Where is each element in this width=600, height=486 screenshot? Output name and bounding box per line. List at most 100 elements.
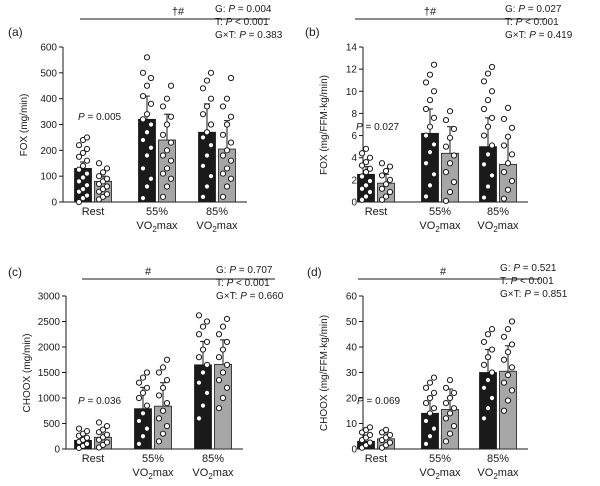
data-point: [203, 389, 211, 396]
data-point: [426, 149, 434, 156]
data-point: [223, 95, 231, 102]
data-point: [143, 425, 151, 432]
data-point: [442, 197, 450, 204]
data-point: [480, 415, 488, 422]
data-point: [163, 400, 171, 407]
data-point: [426, 433, 434, 440]
data-point: [442, 400, 450, 407]
data-point: [422, 417, 430, 425]
data-point: [203, 338, 211, 345]
data-point: [223, 361, 231, 368]
y-tick-label: 10: [346, 87, 358, 98]
data-point: [103, 175, 111, 182]
data-point: [446, 410, 454, 417]
data-point: [430, 61, 438, 68]
y-tick-label: 400: [40, 94, 57, 105]
data-point: [450, 389, 458, 396]
data-point: [430, 374, 438, 381]
data-point: [480, 194, 488, 201]
category-sublabel: VO2max: [477, 220, 519, 234]
data-point: [366, 154, 374, 161]
data-point: [139, 69, 147, 76]
y-tick-label: 2500: [38, 317, 61, 328]
data-point: [426, 123, 434, 130]
data-point: [95, 160, 103, 167]
category-label: Rest: [365, 453, 388, 465]
data-point: [99, 426, 107, 433]
category-sublabel: VO2max: [136, 220, 178, 234]
data-point: [430, 141, 438, 148]
data-point: [83, 192, 91, 199]
category-sublabel: VO2max: [196, 220, 238, 234]
data-point: [83, 157, 91, 164]
data-point: [430, 171, 438, 178]
data-point: [508, 318, 516, 325]
data-point: [426, 182, 434, 189]
data-point: [422, 440, 430, 447]
data-point: [480, 132, 488, 139]
y-axis-label: FOX (mg/min): [19, 94, 30, 157]
data-point: [83, 440, 91, 447]
data-point: [207, 69, 215, 76]
data-point: [103, 191, 111, 198]
data-point: [163, 147, 171, 154]
data-point: [135, 417, 143, 425]
y-tick-label: 500: [40, 68, 57, 79]
panel-label: (a): [8, 25, 23, 39]
data-point: [358, 150, 366, 157]
data-point: [207, 173, 215, 180]
data-point: [139, 410, 147, 417]
data-point: [442, 143, 450, 150]
data-point: [227, 139, 235, 146]
data-point: [484, 70, 492, 77]
data-point: [199, 111, 207, 118]
stat-text: T: P < 0.001: [500, 276, 554, 287]
stat-text: G×T: P = 0.851: [500, 289, 568, 300]
data-point: [155, 392, 163, 399]
category-label: Rest: [365, 206, 388, 218]
data-point: [378, 172, 386, 179]
data-point: [422, 160, 430, 167]
data-point: [422, 132, 430, 139]
data-point: [139, 374, 147, 381]
data-point: [95, 419, 103, 426]
data-point: [500, 333, 508, 340]
data-point: [382, 181, 390, 188]
y-axis-label: CHOOX (mg/FFM·kg/min): [319, 315, 330, 431]
data-point: [163, 183, 171, 190]
data-point: [386, 431, 394, 439]
y-tick-label: 2000: [38, 343, 61, 354]
data-point: [508, 387, 516, 394]
data-point: [504, 397, 512, 404]
data-point: [83, 134, 91, 141]
data-point: [504, 104, 512, 111]
data-point: [203, 318, 211, 325]
y-tick-label: 14: [346, 43, 358, 54]
data-point: [203, 361, 211, 368]
data-point: [450, 422, 458, 430]
data-point: [366, 431, 374, 439]
data-point: [227, 157, 235, 164]
data-point: [484, 377, 492, 384]
data-point: [446, 160, 454, 167]
data-point: [366, 165, 374, 172]
chart-panel: (c) 0 500 1000 1500 2000 2500 3000 CHOOX (mg/min…: [8, 265, 284, 481]
y-tick-label: 4: [351, 153, 357, 164]
data-point: [207, 95, 215, 102]
data-point: [362, 182, 370, 189]
data-point: [163, 165, 171, 172]
data-point: [147, 74, 155, 82]
category-sublabel: VO2max: [192, 467, 234, 481]
data-point: [504, 160, 512, 167]
data-point: [430, 425, 438, 432]
data-point: [500, 115, 508, 123]
rest-p-value: P = 0.027: [356, 122, 400, 133]
data-point: [167, 139, 175, 146]
data-point: [426, 394, 434, 402]
data-point: [480, 361, 488, 368]
category-sublabel: VO2max: [419, 220, 461, 234]
data-point: [442, 384, 450, 391]
data-point: [378, 160, 386, 167]
data-point: [366, 424, 374, 431]
